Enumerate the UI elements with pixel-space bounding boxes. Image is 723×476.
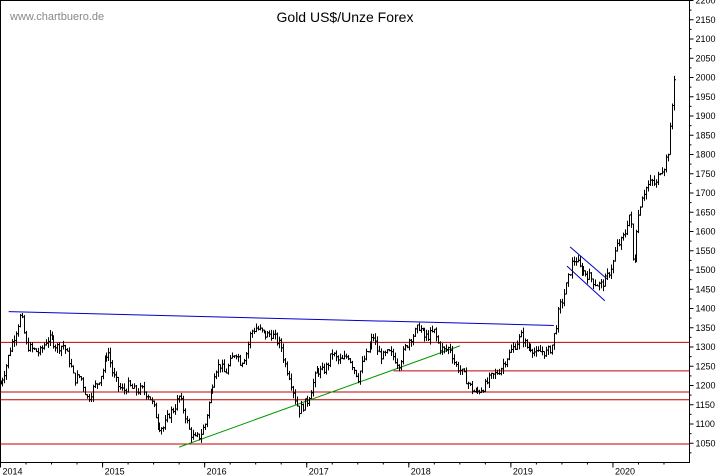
y-tick-label: 1750 <box>696 169 716 179</box>
x-tick-label: 2020 <box>615 467 635 476</box>
trendlines <box>8 246 609 448</box>
y-tick-label: 1700 <box>696 188 716 198</box>
y-tick-label: 1250 <box>696 361 716 371</box>
y-tick-label: 1950 <box>696 92 716 102</box>
y-tick-label: 2000 <box>696 73 716 83</box>
x-tick-label: 2019 <box>513 467 533 476</box>
support-lines <box>0 341 690 445</box>
channel-lower-line <box>566 265 606 302</box>
y-tick-label: 1400 <box>696 304 716 314</box>
y-tick-label: 2100 <box>696 34 716 44</box>
y-tick-label: 1450 <box>696 284 716 294</box>
y-tick-label: 1300 <box>696 342 716 352</box>
x-tick-label: 2016 <box>207 467 227 476</box>
y-tick-label: 1600 <box>696 227 716 237</box>
x-tick-label: 2015 <box>105 467 125 476</box>
watermark: www.chartbuero.de <box>9 11 104 23</box>
y-tick-label: 1200 <box>696 381 716 391</box>
y-tick-label: 1650 <box>696 207 716 217</box>
resistance-line <box>8 311 554 326</box>
channel-upper-line <box>569 246 609 281</box>
y-tick-label: 2050 <box>696 53 716 63</box>
x-tick-label: 2014 <box>3 467 23 476</box>
price-bars <box>0 75 676 443</box>
plot-frame <box>0 0 690 463</box>
x-axis: 2014 2015 2016 2017 2018 2019 2020 <box>0 462 665 476</box>
y-tick-label: 1350 <box>696 323 716 333</box>
x-tick-label: 2018 <box>411 467 431 476</box>
y-tick-label: 1800 <box>696 150 716 160</box>
y-tick-label: 1150 <box>696 400 715 410</box>
y-tick-label: 2200 <box>696 0 716 6</box>
y-tick-label: 1050 <box>696 438 716 448</box>
chart-title: Gold US$/Unze Forex <box>277 9 414 25</box>
y-tick-label: 1850 <box>696 130 716 140</box>
y-tick-label: 1100 <box>696 419 715 429</box>
y-tick-label: 1550 <box>696 246 716 256</box>
uptrend-line <box>178 345 461 448</box>
y-tick-label: 1500 <box>696 265 716 275</box>
y-axis: 1050 1100 1150 1200 1250 1300 1350 1400 1450 1500… <box>689 0 716 454</box>
y-tick-label: 1900 <box>696 111 716 121</box>
y-tick-label: 2150 <box>696 15 716 25</box>
x-tick-label: 2017 <box>309 467 329 476</box>
